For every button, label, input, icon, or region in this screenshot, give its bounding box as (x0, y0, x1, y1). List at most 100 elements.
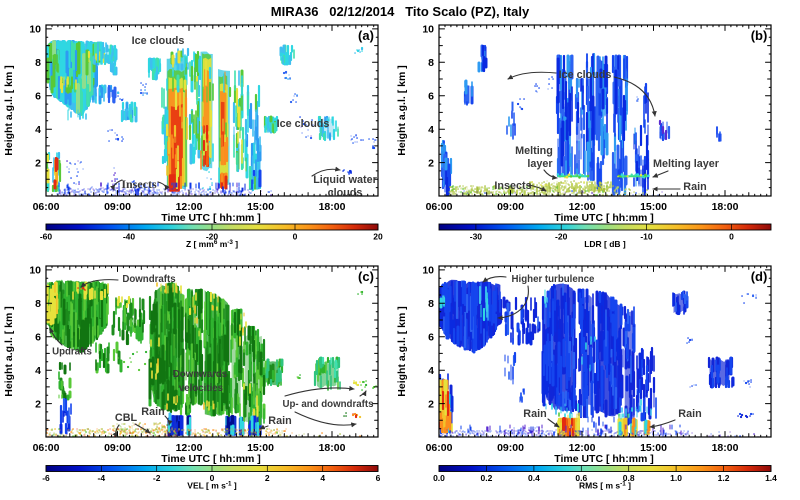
svg-text:10: 10 (29, 265, 41, 277)
svg-text:15:00: 15:00 (640, 201, 667, 213)
svg-text:Height a.g.l. [ km ]: Height a.g.l. [ km ] (3, 306, 15, 396)
svg-text:4: 4 (428, 124, 434, 136)
svg-text:10: 10 (422, 24, 434, 36)
svg-text:0: 0 (293, 232, 298, 242)
svg-text:Ice clouds: Ice clouds (132, 35, 185, 47)
svg-text:Melting: Melting (515, 145, 553, 157)
svg-text:0: 0 (210, 473, 215, 483)
svg-text:1.4: 1.4 (765, 473, 777, 483)
svg-text:6: 6 (35, 91, 41, 103)
svg-text:Ice clouds: Ice clouds (277, 118, 330, 130)
svg-text:Time UTC [ hh:mm ]: Time UTC [ hh:mm ] (554, 212, 654, 224)
svg-text:12:00: 12:00 (569, 201, 596, 213)
svg-text:15:00: 15:00 (247, 442, 274, 454)
svg-text:18:00: 18:00 (319, 201, 346, 213)
svg-text:CBL: CBL (115, 412, 138, 424)
svg-text:clouds: clouds (328, 187, 363, 199)
svg-text:8: 8 (428, 57, 434, 69)
svg-text:Insects: Insects (121, 177, 157, 191)
svg-text:6: 6 (35, 332, 41, 344)
svg-text:6: 6 (376, 473, 381, 483)
svg-text:0.6: 0.6 (575, 473, 587, 483)
svg-text:-20: -20 (555, 232, 568, 242)
svg-text:Downwards: Downwards (173, 369, 227, 380)
svg-text:Time UTC [ hh:mm ]: Time UTC [ hh:mm ] (554, 453, 654, 465)
svg-text:Rain: Rain (683, 181, 706, 193)
svg-text:MIRA36 02/12/2014 Tito Sca: MIRA36 02/12/2014 Tito Scalo (PZ), Italy (271, 4, 530, 19)
svg-text:Ice clouds: Ice clouds (559, 69, 612, 81)
svg-text:Rain: Rain (141, 406, 164, 418)
svg-text:Time UTC [ hh:mm ]: Time UTC [ hh:mm ] (161, 453, 261, 465)
svg-text:Rain: Rain (523, 408, 546, 420)
svg-text:09:00: 09:00 (497, 442, 524, 454)
svg-text:8: 8 (35, 298, 41, 310)
svg-text:2: 2 (35, 398, 41, 410)
svg-text:Up- and downdrafts: Up- and downdrafts (283, 399, 374, 410)
svg-text:-6: -6 (42, 473, 50, 483)
svg-text:15:00: 15:00 (247, 201, 274, 213)
svg-text:(d): (d) (751, 269, 768, 284)
svg-text:2: 2 (428, 398, 434, 410)
svg-text:0: 0 (729, 232, 734, 242)
svg-text:velocities: velocities (179, 383, 223, 394)
svg-text:-20: -20 (206, 232, 219, 242)
svg-text:Height a.g.l. [ km ]: Height a.g.l. [ km ] (3, 65, 15, 155)
svg-text:(a): (a) (358, 28, 374, 43)
svg-text:-2: -2 (153, 473, 161, 483)
svg-text:20: 20 (373, 232, 383, 242)
svg-text:18:00: 18:00 (712, 201, 739, 213)
svg-text:Melting layer: Melting layer (653, 158, 720, 170)
svg-text:09:00: 09:00 (104, 442, 131, 454)
svg-text:(b): (b) (751, 28, 768, 43)
svg-text:06:00: 06:00 (33, 442, 60, 454)
svg-text:15:00: 15:00 (640, 442, 667, 454)
svg-text:4: 4 (35, 124, 41, 136)
svg-text:LDR [ dB ]: LDR [ dB ] (584, 239, 626, 249)
svg-text:Rain: Rain (268, 415, 291, 427)
svg-text:18:00: 18:00 (712, 442, 739, 454)
svg-text:0.8: 0.8 (623, 473, 635, 483)
svg-text:6: 6 (428, 91, 434, 103)
svg-text:VEL [ m s-1 ]: VEL [ m s-1 ] (187, 481, 237, 491)
svg-text:Downdrafts: Downdrafts (122, 274, 175, 285)
svg-text:-30: -30 (470, 232, 483, 242)
svg-text:0.2: 0.2 (480, 473, 492, 483)
svg-text:4: 4 (35, 365, 41, 377)
svg-text:(c): (c) (358, 269, 374, 284)
svg-text:8: 8 (428, 298, 434, 310)
svg-text:0.4: 0.4 (528, 473, 540, 483)
svg-text:12:00: 12:00 (176, 201, 203, 213)
svg-text:6: 6 (428, 332, 434, 344)
svg-text:4: 4 (320, 473, 325, 483)
svg-text:Height a.g.l. [ km ]: Height a.g.l. [ km ] (396, 306, 408, 396)
svg-text:Higher turbulence: Higher turbulence (512, 274, 596, 285)
svg-text:Insects: Insects (494, 180, 531, 192)
svg-text:0.0: 0.0 (433, 473, 445, 483)
svg-text:2: 2 (265, 473, 270, 483)
svg-text:06:00: 06:00 (426, 201, 453, 213)
svg-text:RMS [ m s-1 ]: RMS [ m s-1 ] (579, 481, 631, 491)
svg-text:8: 8 (35, 57, 41, 69)
svg-text:2: 2 (35, 157, 41, 169)
svg-text:06:00: 06:00 (33, 201, 60, 213)
svg-text:-60: -60 (40, 232, 53, 242)
svg-text:12:00: 12:00 (176, 442, 203, 454)
svg-text:Time UTC [ hh:mm ]: Time UTC [ hh:mm ] (161, 212, 261, 224)
svg-text:18:00: 18:00 (319, 442, 346, 454)
svg-text:2: 2 (428, 157, 434, 169)
svg-text:-10: -10 (640, 232, 653, 242)
svg-text:Z [ mm6 m-3 ]: Z [ mm6 m-3 ] (186, 239, 238, 249)
svg-text:-4: -4 (98, 473, 106, 483)
svg-text:Rain: Rain (678, 408, 701, 420)
svg-text:10: 10 (422, 265, 434, 277)
svg-text:06:00: 06:00 (426, 442, 453, 454)
svg-text:Height a.g.l. [ km ]: Height a.g.l. [ km ] (396, 65, 408, 155)
svg-text:4: 4 (428, 365, 434, 377)
svg-text:1.2: 1.2 (718, 473, 730, 483)
svg-text:layer: layer (527, 158, 553, 170)
svg-text:Updrafts: Updrafts (52, 347, 92, 358)
svg-text:09:00: 09:00 (497, 201, 524, 213)
svg-text:10: 10 (29, 24, 41, 36)
svg-text:09:00: 09:00 (104, 201, 131, 213)
svg-text:Liquid water: Liquid water (313, 174, 377, 186)
